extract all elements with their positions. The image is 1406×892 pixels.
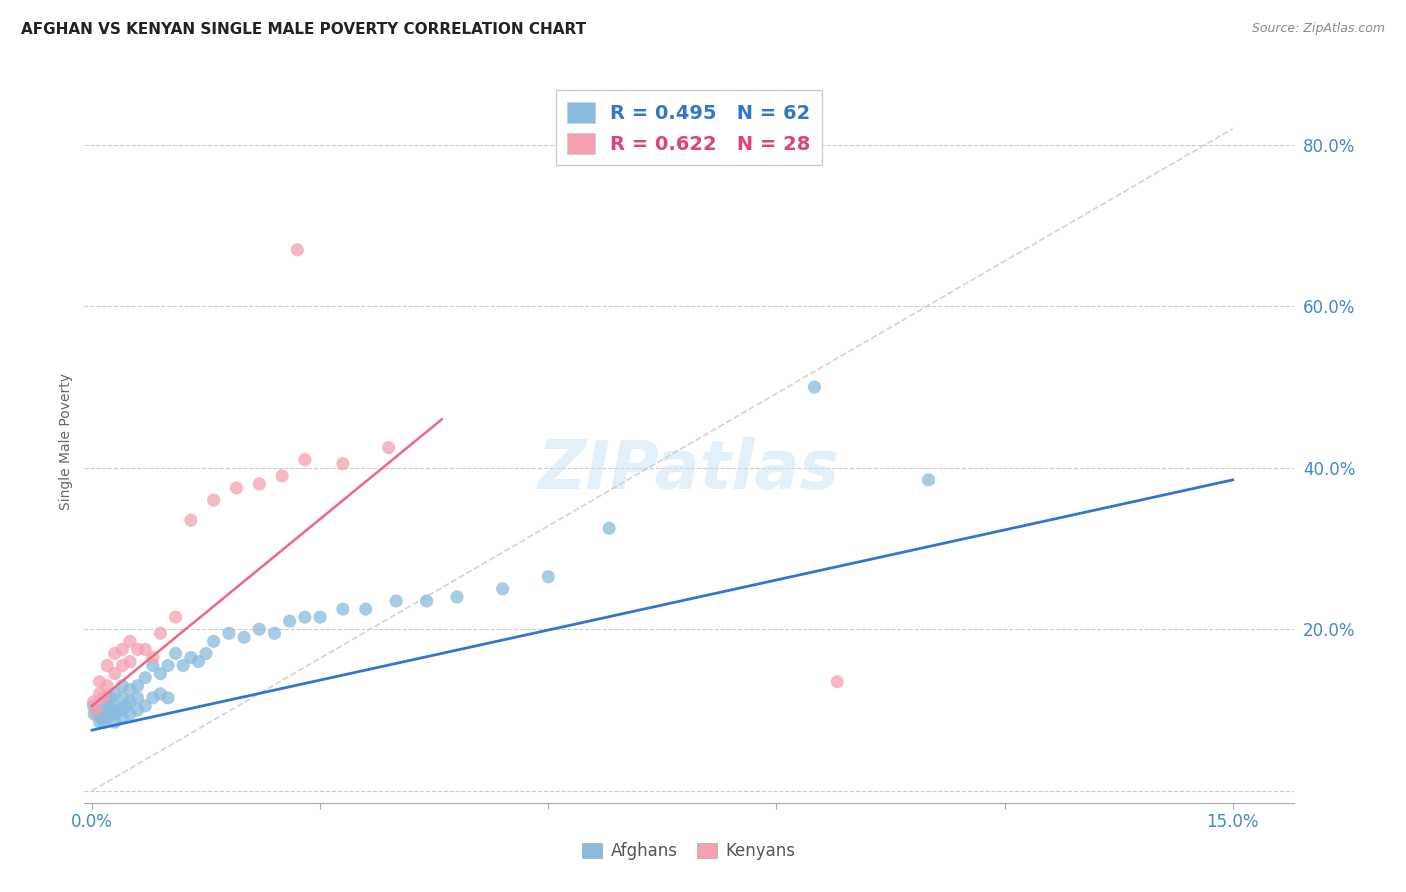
Point <box>87 706 110 721</box>
Point <box>415 594 437 608</box>
Point <box>96 679 118 693</box>
Legend: Afghans, Kenyans: Afghans, Kenyans <box>575 836 803 867</box>
Point <box>165 610 187 624</box>
Text: ZIPatlas: ZIPatlas <box>538 437 839 503</box>
Point <box>127 703 149 717</box>
Point <box>271 468 294 483</box>
Point <box>96 703 118 717</box>
Point <box>104 706 127 721</box>
Point <box>263 626 285 640</box>
Point <box>89 703 111 717</box>
Point <box>89 714 111 729</box>
Point <box>90 711 112 725</box>
Point <box>149 687 172 701</box>
Point <box>598 521 620 535</box>
Point <box>825 674 848 689</box>
Point <box>89 674 111 689</box>
Point <box>111 679 134 693</box>
Point <box>187 655 209 669</box>
Point <box>100 690 122 705</box>
Point <box>172 658 194 673</box>
Point <box>180 513 202 527</box>
Point <box>104 714 127 729</box>
Point <box>96 690 118 705</box>
Point <box>118 706 141 721</box>
Point <box>491 582 513 596</box>
Point <box>127 690 149 705</box>
Point <box>134 642 156 657</box>
Y-axis label: Single Male Poverty: Single Male Poverty <box>59 373 73 510</box>
Text: AFGHAN VS KENYAN SINGLE MALE POVERTY CORRELATION CHART: AFGHAN VS KENYAN SINGLE MALE POVERTY COR… <box>21 22 586 37</box>
Point <box>377 441 399 455</box>
Point <box>195 647 218 661</box>
Point <box>82 698 104 713</box>
Point <box>247 477 270 491</box>
Point <box>111 658 134 673</box>
Point <box>285 243 308 257</box>
Point <box>917 473 939 487</box>
Point <box>142 650 165 665</box>
Text: Source: ZipAtlas.com: Source: ZipAtlas.com <box>1251 22 1385 36</box>
Point <box>156 658 179 673</box>
Point <box>104 666 127 681</box>
Point <box>104 698 127 713</box>
Point <box>104 687 127 701</box>
Point <box>247 622 270 636</box>
Point <box>115 698 138 713</box>
Point <box>142 690 165 705</box>
Point <box>96 658 118 673</box>
Point <box>118 695 141 709</box>
Point <box>385 594 408 608</box>
Point <box>803 380 825 394</box>
Point <box>156 690 179 705</box>
Point <box>111 703 134 717</box>
Point <box>332 457 354 471</box>
Point <box>309 610 332 624</box>
Point <box>84 703 107 717</box>
Point <box>111 711 134 725</box>
Point <box>96 711 118 725</box>
Point <box>278 614 301 628</box>
Point <box>100 703 122 717</box>
Point <box>537 570 560 584</box>
Point <box>180 650 202 665</box>
Point <box>354 602 377 616</box>
Point <box>111 642 134 657</box>
Point <box>93 714 115 729</box>
Point <box>149 666 172 681</box>
Point <box>294 610 316 624</box>
Point <box>127 642 149 657</box>
Point <box>446 590 468 604</box>
Point <box>225 481 247 495</box>
Point <box>111 690 134 705</box>
Point <box>134 698 156 713</box>
Point <box>93 690 115 705</box>
Point <box>118 655 141 669</box>
Point <box>118 682 141 697</box>
Point <box>142 658 165 673</box>
Point <box>84 703 107 717</box>
Point <box>294 452 316 467</box>
Point <box>233 630 256 644</box>
Point <box>332 602 354 616</box>
Point <box>107 703 129 717</box>
Point <box>134 671 156 685</box>
Point <box>89 687 111 701</box>
Point <box>149 626 172 640</box>
Point <box>104 647 127 661</box>
Point <box>202 493 225 508</box>
Point <box>118 634 141 648</box>
Point <box>97 706 120 721</box>
Point <box>93 695 115 709</box>
Point <box>202 634 225 648</box>
Point <box>218 626 240 640</box>
Point <box>127 679 149 693</box>
Point <box>165 647 187 661</box>
Point <box>83 706 105 721</box>
Point <box>82 695 104 709</box>
